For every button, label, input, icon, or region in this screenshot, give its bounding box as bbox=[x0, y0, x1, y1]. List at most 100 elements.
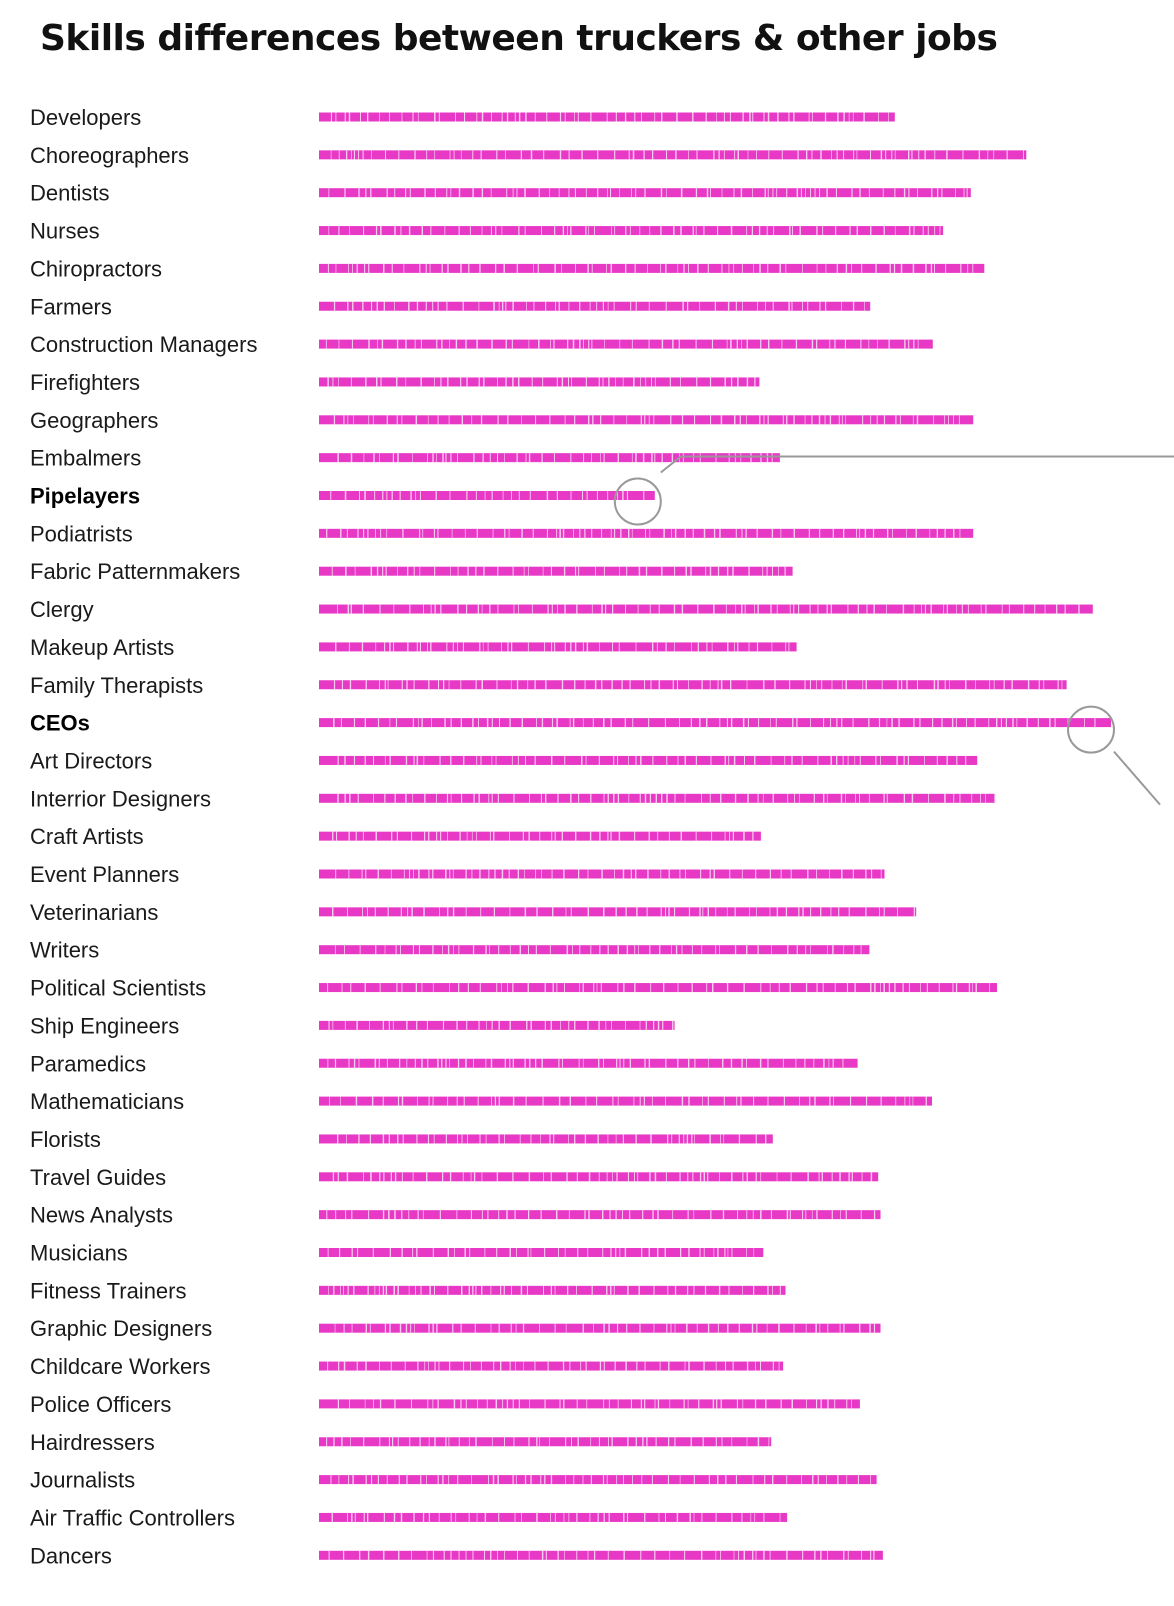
bar-texture bbox=[463, 755, 465, 765]
bar-texture bbox=[512, 566, 514, 576]
bar-texture bbox=[348, 1475, 350, 1485]
bar-texture bbox=[512, 1172, 514, 1182]
bar-texture bbox=[994, 793, 996, 803]
bar-texture bbox=[439, 755, 441, 765]
bar-texture bbox=[419, 1437, 421, 1447]
bar-texture bbox=[512, 1475, 514, 1485]
bar-texture bbox=[382, 1096, 384, 1106]
bar-texture bbox=[918, 150, 920, 160]
bar-texture bbox=[328, 1020, 330, 1030]
label-interrior-designers: Interrior Designers bbox=[30, 786, 211, 811]
bar-texture bbox=[428, 869, 430, 879]
bar-texture bbox=[591, 453, 592, 463]
bar-texture bbox=[542, 1096, 544, 1106]
bar-texture bbox=[816, 1210, 818, 1220]
bar-texture bbox=[450, 793, 452, 803]
bar-texture bbox=[526, 301, 527, 311]
bar-texture bbox=[414, 339, 416, 349]
bar-texture bbox=[727, 642, 729, 652]
bar-texture bbox=[1037, 718, 1039, 728]
bar-texture bbox=[398, 1475, 400, 1485]
bar-texture bbox=[582, 718, 584, 728]
bar-texture bbox=[574, 1020, 576, 1030]
bar-texture bbox=[756, 150, 757, 160]
bar-texture bbox=[654, 1172, 657, 1182]
bar-texture bbox=[584, 1134, 587, 1144]
bar-texture bbox=[550, 1475, 553, 1485]
bar-texture bbox=[720, 415, 723, 425]
bar-texture bbox=[337, 1134, 339, 1144]
bar-texture bbox=[760, 983, 762, 993]
bar-texture bbox=[394, 793, 396, 803]
bar-texture bbox=[732, 831, 735, 841]
bar-texture bbox=[645, 377, 647, 387]
bar-texture bbox=[389, 755, 391, 765]
bar-texture bbox=[498, 1323, 500, 1333]
bar-texture bbox=[424, 1361, 426, 1371]
bar-texture bbox=[883, 907, 885, 917]
bar-texture bbox=[683, 1399, 685, 1409]
bar-texture bbox=[468, 1437, 470, 1447]
bar-texture bbox=[752, 831, 754, 841]
bar-texture bbox=[763, 1550, 765, 1560]
bar-texture bbox=[486, 718, 489, 728]
bar-texture bbox=[585, 1361, 587, 1371]
bar-texture bbox=[695, 755, 697, 765]
bar-texture bbox=[489, 604, 491, 614]
bar-texture bbox=[789, 1210, 791, 1220]
bar-texture bbox=[468, 1512, 470, 1522]
bar-texture bbox=[373, 755, 375, 765]
bar-texture bbox=[711, 831, 713, 841]
bar-texture bbox=[353, 755, 356, 765]
bar-texture bbox=[756, 528, 758, 538]
bar-texture bbox=[585, 755, 587, 765]
bar-texture bbox=[463, 1361, 465, 1371]
bar-texture bbox=[744, 755, 745, 765]
bar-texture bbox=[763, 680, 765, 690]
bar-farmers bbox=[319, 301, 871, 311]
bar-texture bbox=[634, 1172, 635, 1182]
bar-chiropractors bbox=[319, 263, 985, 273]
bar-texture bbox=[538, 339, 540, 349]
bar-texture bbox=[669, 377, 671, 387]
bar-fill-police-officers bbox=[319, 1399, 860, 1409]
bar-texture bbox=[706, 983, 708, 993]
bar-texture bbox=[614, 1361, 616, 1371]
bar-fill-dancers bbox=[319, 1550, 883, 1560]
bar-texture bbox=[451, 528, 453, 538]
bar-texture bbox=[439, 907, 440, 917]
bar-texture bbox=[420, 1285, 422, 1295]
bar-texture bbox=[689, 1512, 691, 1522]
pipelayers-leader-line bbox=[660, 455, 1174, 474]
bar-texture bbox=[819, 1323, 821, 1333]
bar-texture bbox=[343, 415, 345, 425]
bar-texture bbox=[729, 112, 731, 122]
bar-texture bbox=[608, 1437, 609, 1447]
bar-texture bbox=[365, 1323, 367, 1333]
bar-texture bbox=[367, 528, 369, 538]
bar-texture bbox=[434, 604, 436, 614]
bar-texture bbox=[843, 528, 845, 538]
bar-texture bbox=[378, 1285, 380, 1295]
bar-texture bbox=[447, 945, 450, 955]
bar-texture bbox=[427, 415, 429, 425]
bar-texture bbox=[345, 1210, 347, 1220]
bar-texture bbox=[484, 491, 486, 500]
bar-texture bbox=[435, 491, 437, 500]
bar-texture bbox=[505, 339, 507, 349]
bar-texture bbox=[531, 377, 533, 387]
bar-texture bbox=[741, 604, 743, 614]
bar-texture bbox=[521, 415, 522, 425]
bar-texture bbox=[603, 1361, 605, 1371]
bar-texture bbox=[391, 491, 393, 500]
bar-texture bbox=[361, 869, 363, 879]
bar-texture bbox=[717, 1248, 719, 1257]
bar-texture bbox=[343, 1285, 344, 1295]
bar-texture bbox=[779, 1285, 781, 1295]
bar-texture bbox=[334, 1323, 336, 1333]
bar-texture bbox=[699, 1172, 702, 1182]
bar-texture bbox=[760, 339, 762, 349]
bar-texture bbox=[836, 718, 838, 728]
bar-texture bbox=[740, 453, 742, 463]
bar-texture bbox=[895, 1096, 897, 1106]
